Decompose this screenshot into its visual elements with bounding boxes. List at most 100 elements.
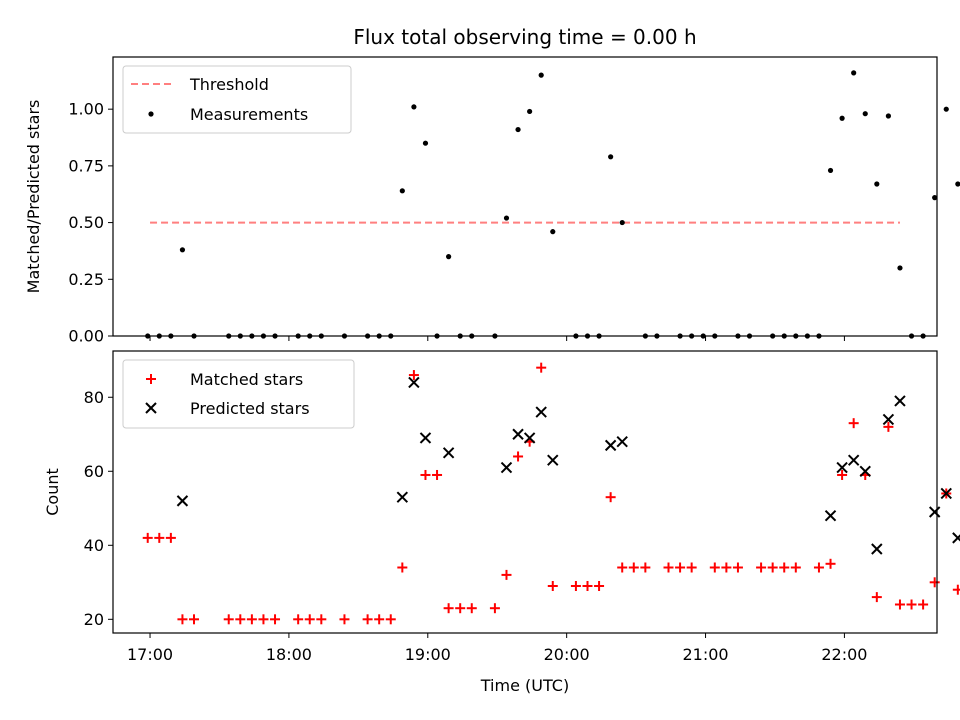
top-ytick-label: 0.50	[68, 213, 104, 232]
matched-stars-point	[721, 562, 732, 573]
predicted-stars-point	[871, 543, 883, 555]
matched-stars-point	[223, 614, 234, 625]
predicted-stars-point	[836, 461, 848, 474]
matched-stars-point	[142, 532, 153, 543]
top-ytick-label: 0.00	[68, 327, 104, 346]
matched-stars-point	[246, 614, 257, 625]
top-plot-frame	[112, 56, 938, 337]
measurements-point	[862, 111, 868, 117]
top-ytick-label: 0.25	[68, 270, 104, 289]
matched-stars-point	[756, 562, 767, 573]
matched-stars-point	[397, 562, 408, 573]
predicted-stars-point	[859, 465, 871, 477]
matched-stars-point	[374, 614, 385, 625]
predicted-stars-point	[894, 395, 906, 407]
legend-matched-swatch	[146, 374, 156, 384]
bottom-ytick-label: 40	[84, 536, 104, 555]
matched-stars-point	[779, 562, 790, 573]
measurements-point	[608, 154, 614, 160]
matched-stars-point	[929, 577, 940, 588]
predicted-stars-point	[882, 413, 895, 426]
matched-stars-point	[455, 603, 466, 614]
legend-predicted-swatch	[145, 402, 157, 414]
legend-threshold-label: Threshold	[189, 75, 269, 94]
predicted-stars-point	[176, 495, 189, 507]
measurements-point	[827, 167, 834, 174]
matched-stars-point	[154, 532, 165, 543]
predicted-stars-point	[928, 506, 941, 518]
matched-stars-point	[848, 418, 859, 429]
top-panel-title: Flux total observing time = 0.00 h	[353, 25, 696, 49]
bottom-plot-frame	[112, 350, 938, 634]
matched-stars-point	[617, 562, 628, 573]
predicted-stars-point	[500, 461, 513, 474]
matched-stars-point	[443, 603, 454, 614]
matched-stars-point	[767, 562, 778, 573]
measurements-point	[422, 140, 429, 146]
legend-measurements-label: Measurements	[190, 105, 308, 124]
predicted-stars-point	[952, 532, 960, 544]
top-y-axis-label: Matched/Predicted stars	[24, 100, 43, 294]
top-legend: Threshold Measurements	[122, 65, 352, 134]
matched-stars-point	[420, 469, 431, 480]
matched-stars-point	[686, 562, 697, 573]
matched-stars-point	[501, 569, 512, 580]
x-axis-label: Time (UTC)	[480, 676, 569, 695]
bottom-ytick-label: 60	[84, 462, 104, 481]
predicted-stars-point	[442, 447, 455, 459]
predicted-stars-point	[616, 435, 628, 448]
bottom-xtick-label: 18:00	[266, 645, 312, 664]
legend-predicted-label: Predicted stars	[190, 399, 310, 418]
matched-stars-point	[732, 562, 743, 573]
measurements-point	[839, 115, 845, 121]
measurements-point	[851, 70, 857, 76]
top-ytick-label: 0.75	[68, 156, 104, 175]
predicted-stars-point	[535, 406, 547, 418]
top-panel: 0.00 0.25 0.50 0.75 1.00 Matched/Predicted s…	[24, 56, 960, 346]
matched-stars-point	[304, 614, 315, 625]
legend-measurements-swatch	[148, 111, 154, 117]
legend-matched-label: Matched stars	[190, 370, 303, 389]
matched-stars-point	[293, 614, 304, 625]
bottom-ytick-label: 80	[84, 388, 104, 407]
bottom-xtick-label: 21:00	[682, 645, 728, 664]
matched-stars-point	[825, 558, 836, 569]
matched-stars-point	[582, 581, 593, 591]
matched-stars-point	[675, 562, 686, 573]
measurements-point	[446, 254, 452, 260]
matched-stars-point	[432, 469, 443, 480]
matched-stars-point	[906, 599, 917, 610]
predicted-stars-point	[847, 454, 860, 466]
bottom-xtick-label: 22:00	[821, 645, 867, 664]
matched-stars-point	[663, 562, 674, 573]
bottom-ytick-label: 20	[84, 610, 104, 629]
matched-stars-point	[837, 469, 848, 480]
matched-stars-point	[570, 581, 581, 591]
measurements-point	[955, 181, 960, 187]
matched-stars-point	[640, 562, 651, 573]
measurements-point	[411, 104, 417, 110]
predicted-stars-point	[419, 432, 432, 444]
measurements-point	[619, 219, 625, 226]
matched-stars-point	[709, 562, 720, 573]
predicted-stars-point	[547, 454, 559, 466]
bottom-y-axis-label: Count	[43, 468, 62, 516]
bottom-legend-box	[122, 359, 355, 429]
bottom-xtick-label: 17:00	[127, 645, 173, 664]
matched-stars-point	[316, 614, 327, 625]
matched-stars-point	[790, 562, 801, 573]
matched-stars-point	[918, 599, 929, 610]
matched-stars-point	[871, 592, 882, 603]
predicted-stars-point	[604, 439, 617, 452]
matched-stars-point	[235, 614, 246, 625]
top-legend-box	[122, 65, 352, 134]
matched-stars-point	[189, 614, 200, 625]
matched-stars-point	[270, 614, 281, 625]
measurements-point	[527, 108, 533, 115]
matched-stars-point	[628, 562, 639, 573]
predicted-stars-point	[523, 432, 536, 444]
measurements-point	[399, 188, 405, 194]
measurements-point	[897, 265, 903, 271]
measurements-point	[943, 106, 949, 112]
measurements-point	[179, 247, 186, 253]
